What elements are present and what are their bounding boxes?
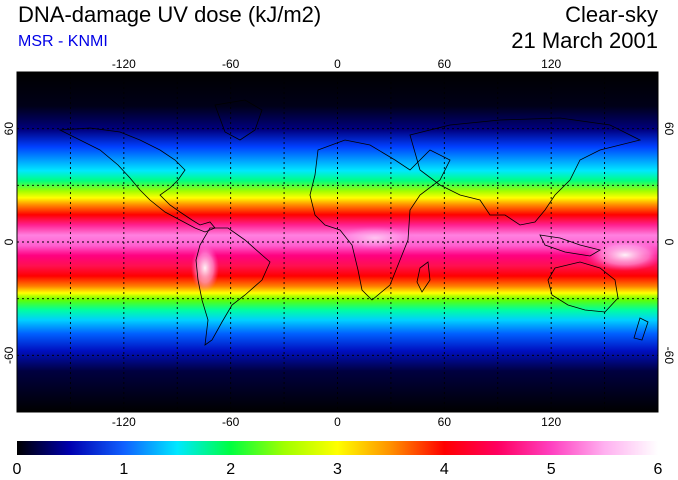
coastline-north-america bbox=[58, 127, 216, 233]
graticule bbox=[17, 72, 658, 412]
longitude-tick-label: -60 bbox=[222, 57, 240, 71]
latitude-tick-label: -60 bbox=[662, 347, 676, 365]
longitude-tick-label: 120 bbox=[541, 57, 561, 71]
latitude-tick-label: 60 bbox=[662, 122, 676, 136]
map-area bbox=[17, 72, 658, 412]
longitude-labels-top: -120 -60 0 60 120 bbox=[112, 57, 562, 71]
data-source: MSR - KNMI bbox=[18, 33, 108, 50]
latitude-labels-left: 60 0 -60 bbox=[2, 122, 16, 364]
longitude-tick-label: 0 bbox=[334, 415, 341, 429]
latitude-tick-label: 0 bbox=[2, 238, 16, 245]
andes-hotspot bbox=[191, 244, 219, 292]
longitude-tick-label: -120 bbox=[112, 57, 136, 71]
sky-condition: Clear-sky bbox=[565, 2, 658, 27]
coastline-africa-europe bbox=[309, 139, 451, 301]
colorbar-tick-label: 5 bbox=[547, 461, 556, 478]
map-frame bbox=[16, 71, 659, 413]
coastline-madagascar bbox=[416, 261, 431, 293]
longitude-tick-label: 120 bbox=[541, 415, 561, 429]
colorbar bbox=[17, 441, 658, 455]
coastline-asia bbox=[409, 117, 642, 226]
colorbar-tick-label: 3 bbox=[333, 461, 342, 478]
coastline-maritime-asia bbox=[539, 234, 602, 257]
colorbar-labels: 0 1 2 3 4 5 6 bbox=[13, 461, 663, 478]
longitude-tick-label: -60 bbox=[222, 415, 240, 429]
map-title: DNA-damage UV dose (kJ/m2) bbox=[18, 2, 322, 27]
longitude-tick-label: 0 bbox=[334, 57, 341, 71]
coastline-greenland bbox=[214, 99, 263, 141]
colorbar-tick-label: 0 bbox=[13, 461, 22, 478]
coastline-south-america bbox=[195, 227, 271, 346]
latitude-tick-label: -60 bbox=[2, 346, 16, 364]
coastline-new-zealand bbox=[633, 317, 649, 341]
colorbar-tick-label: 2 bbox=[226, 461, 235, 478]
longitude-tick-label: 60 bbox=[438, 57, 452, 71]
longitude-labels-bottom: -120 -60 0 60 120 bbox=[112, 415, 562, 429]
latitude-tick-label: 0 bbox=[662, 239, 676, 246]
latitude-labels-right: 60 0 -60 bbox=[662, 122, 676, 364]
colorbar-tick-label: 6 bbox=[654, 461, 663, 478]
coastlines bbox=[58, 99, 649, 346]
colorbar-tick-label: 4 bbox=[440, 461, 449, 478]
pacific-hotspot bbox=[585, 239, 658, 271]
colorbar-tick-label: 1 bbox=[119, 461, 128, 478]
africa-hotspot bbox=[335, 226, 415, 250]
longitude-tick-label: 60 bbox=[438, 415, 452, 429]
map-date: 21 March 2001 bbox=[511, 28, 658, 53]
longitude-tick-label: -120 bbox=[112, 415, 136, 429]
latitude-tick-label: 60 bbox=[2, 122, 16, 136]
